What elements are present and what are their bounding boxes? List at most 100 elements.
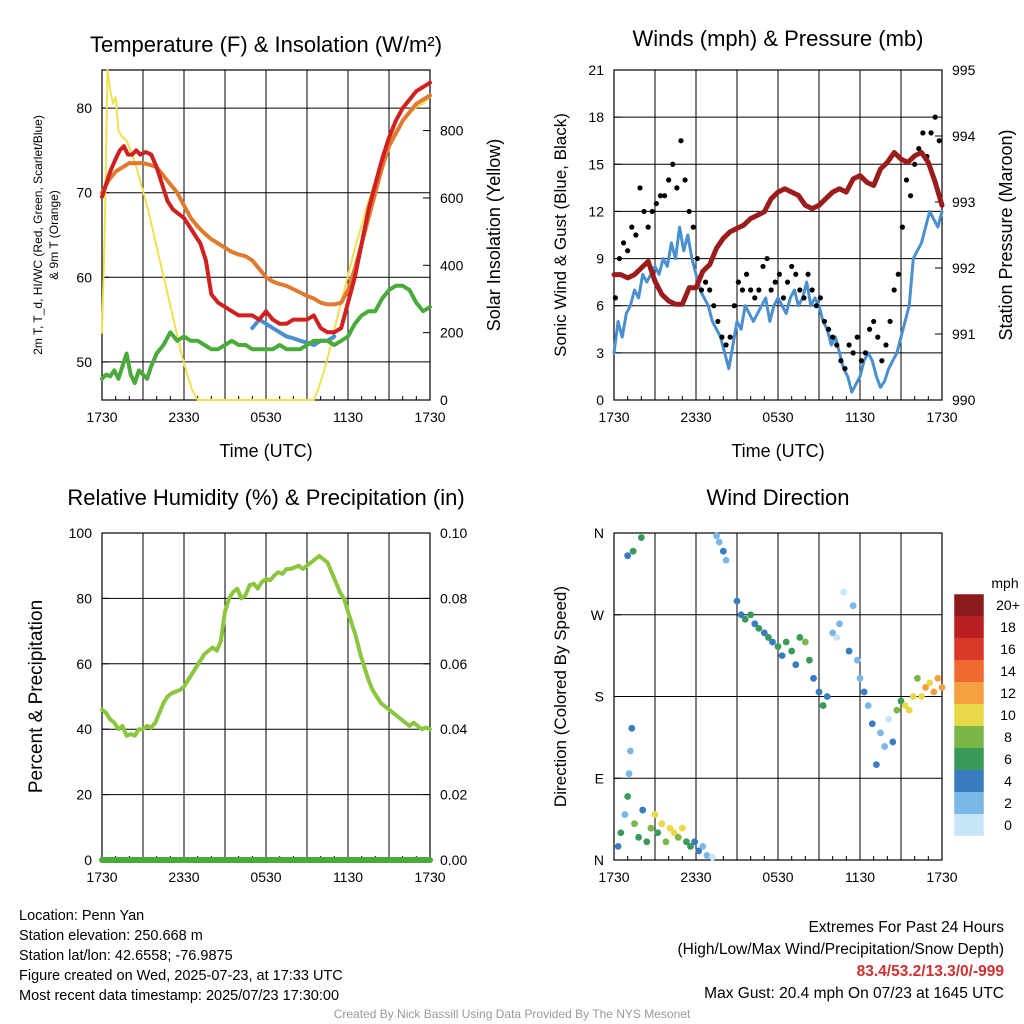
chart2-y2-tick-label: 0.10 — [440, 525, 467, 541]
chart3-direction-point — [751, 620, 759, 628]
chart1-title: Winds (mph) & Pressure (mb) — [633, 26, 924, 51]
chart1-gust-point — [813, 303, 819, 309]
chart3-direction-point — [722, 556, 730, 564]
chart3-direction-point — [889, 738, 897, 746]
chart1-x-tick-label: 1130 — [845, 409, 875, 425]
chart3-direction-point — [624, 552, 632, 560]
station-info: Location: Penn Yan Station elevation: 25… — [19, 906, 343, 1006]
chart1-gust-point — [678, 138, 684, 144]
chart3-direction-point — [806, 656, 813, 664]
chart1-series-line — [611, 150, 945, 307]
chart3-direction-point — [833, 634, 841, 641]
chart3-direction-point — [849, 602, 857, 610]
chart1-gust-point — [883, 342, 889, 348]
colorbar-swatch — [954, 682, 984, 704]
chart0-series-line — [100, 80, 432, 335]
chart3-direction-point — [674, 833, 682, 841]
chart0-x-tick-label: 2330 — [168, 409, 199, 425]
chart3-direction-point — [769, 638, 776, 646]
chart3-y-tick-label: N — [594, 852, 604, 868]
chart3-direction-point — [856, 674, 864, 682]
chart0-y-tick-label: 80 — [76, 100, 92, 116]
chart3-direction-point — [836, 620, 843, 628]
chart3-x-tick-label: 1730 — [598, 869, 629, 885]
chart1-gust-point — [657, 193, 664, 199]
chart1-y-tick-label: 18 — [588, 109, 604, 125]
chart1-x-tick-label: 0530 — [762, 409, 793, 425]
chart1-gust-point — [793, 271, 799, 277]
chart3-direction-point — [713, 532, 720, 540]
chart3-y-tick-label: N — [594, 525, 604, 541]
chart1-gust-point — [805, 271, 811, 277]
chart3-direction-point — [614, 842, 622, 850]
chart1-gust-point — [760, 263, 766, 270]
chart3-direction-point — [755, 624, 763, 632]
chart3-direction-point — [860, 688, 868, 696]
chart3-direction-point — [819, 702, 827, 709]
chart1-y2-tick-label: 990 — [952, 392, 976, 408]
chart1-x-tick-label: 1730 — [926, 409, 957, 425]
max-gust: Max Gust: 20.4 mph On 07/23 at 1645 UTC — [704, 985, 1004, 1002]
chart3-direction-point — [719, 547, 727, 555]
colorbar-swatch — [954, 770, 984, 792]
chart3-direction-point — [934, 674, 942, 682]
chart1-gust-point — [920, 130, 926, 136]
chart1-gust-point — [821, 318, 828, 325]
chart1-gust-point — [801, 295, 807, 301]
chart1-gust-point — [838, 358, 844, 364]
chart3-direction-point — [617, 829, 625, 837]
chart3-y-tick-label: W — [591, 607, 605, 623]
chart1-gust-point — [784, 279, 791, 285]
chart2-y-tick-label: 20 — [76, 787, 92, 803]
chart3-direction-point — [715, 538, 723, 546]
chart1-y2-tick-label: 993 — [952, 194, 976, 210]
chart3-direction-point — [631, 820, 638, 828]
chart1-gust-point — [879, 358, 885, 364]
chart3-direction-point — [823, 693, 831, 700]
chart1-gust-point — [702, 279, 709, 285]
chart2-x-tick-label: 1130 — [333, 869, 363, 885]
chart3-direction-point — [918, 693, 925, 700]
chart2-series-line — [100, 553, 432, 738]
chart1-gust-point — [797, 287, 803, 293]
chart3-y-tick-label: E — [595, 770, 604, 786]
chart1-gust-point — [825, 326, 832, 332]
chart0-y2-tick-label: 400 — [440, 257, 464, 273]
chart3-direction-point — [881, 743, 888, 750]
chart1-y-tick-label: 15 — [588, 156, 604, 172]
chart3-direction-point — [647, 824, 655, 832]
chart1-gust-point — [871, 318, 877, 325]
chart1-gust-point — [887, 318, 893, 325]
chart1-gust-point — [916, 145, 922, 152]
chart0-series-line — [100, 283, 432, 386]
chart1-gust-point — [768, 287, 774, 293]
chart3-direction-point — [778, 652, 786, 660]
chart0-x-tick-label: 1730 — [414, 409, 445, 425]
chart3-direction-point — [938, 684, 946, 691]
chart1-gust-point — [780, 295, 787, 301]
colorbar-frame — [953, 593, 985, 837]
chart3-direction-point — [691, 838, 699, 846]
colorbar-swatch — [954, 726, 984, 748]
chart1-gust-point — [903, 177, 910, 183]
chart2-y-tick-label: 100 — [69, 525, 93, 541]
chart0-y-tick-label: 70 — [76, 185, 92, 201]
chart0-ylabel-line2: & 9m T (Orange) — [47, 190, 61, 280]
chart3-direction-point — [905, 706, 913, 714]
colorbar-swatch — [954, 594, 984, 616]
chart1-ylabel: Sonic Wind & Gust (Blue, Black) — [551, 113, 570, 357]
chart1-gust-point — [629, 224, 635, 230]
chart1-y-tick-label: 9 — [596, 251, 604, 267]
chart1-gust-point — [625, 248, 631, 254]
chart1-y-tick-label: 0 — [596, 392, 604, 408]
chart3-direction-point — [760, 629, 768, 637]
chart1-frame — [613, 69, 943, 401]
extremes-legend: (High/Low/Max Wind/Precipitation/Snow De… — [677, 941, 1005, 958]
chart3-direction-point — [737, 611, 745, 619]
colorbar-swatch — [954, 792, 984, 814]
chart1-gust-point — [907, 193, 914, 199]
chart3-direction-point — [621, 811, 629, 818]
chart1-gust-point — [743, 271, 750, 277]
station-location: Location: Penn Yan — [19, 908, 145, 924]
